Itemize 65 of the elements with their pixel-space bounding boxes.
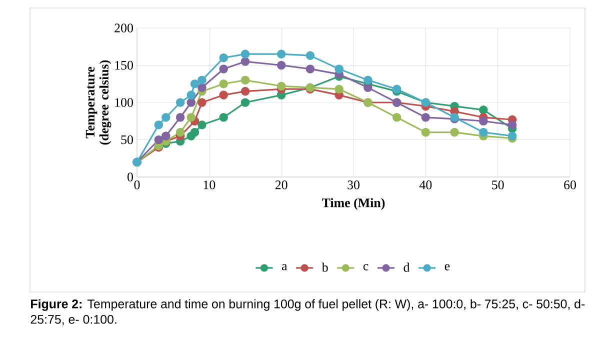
point [176, 98, 185, 107]
point [240, 98, 250, 107]
point [198, 76, 206, 85]
point [508, 132, 517, 140]
x-tick-label: 60 [564, 180, 576, 190]
text: Figure 2: Temperature and time on burning 100g of fuel pellet (R: W), a- 100:0, b- 75:25, c- 50:50, d- 25:75, e- 0:100. [30, 299, 585, 326]
point [392, 84, 402, 94]
x-tick-label: 0 [134, 180, 140, 190]
point [334, 64, 344, 74]
x-axis-title: Time (Min) [322, 198, 385, 210]
point [421, 112, 430, 122]
y-tick-label: 200 [114, 24, 133, 32]
y-tick-label: 100 [115, 98, 133, 107]
y-tick-label: 50 [121, 135, 133, 144]
legend-label: b [322, 262, 328, 272]
point [198, 120, 206, 130]
point [161, 132, 170, 140]
point [364, 83, 372, 92]
point [508, 120, 517, 130]
point [450, 128, 459, 137]
point [219, 64, 228, 74]
point [240, 76, 250, 85]
point [392, 112, 402, 122]
x-tick-label: 20 [275, 180, 288, 190]
point [479, 128, 488, 137]
point [479, 106, 488, 114]
y-tick-label: 0 [128, 172, 133, 182]
point [219, 79, 228, 88]
point [154, 120, 164, 130]
point [154, 135, 164, 144]
point [276, 60, 286, 70]
point [240, 50, 250, 58]
point [190, 79, 200, 88]
point [276, 82, 286, 91]
x-tick-label: 10 [204, 180, 216, 190]
point [240, 57, 250, 66]
legend-label: e [444, 264, 450, 270]
legend-label: d [404, 262, 410, 272]
point [198, 98, 206, 107]
legend-label: a [282, 264, 288, 270]
point [161, 112, 170, 122]
legend-label: c [363, 264, 368, 270]
point [479, 116, 488, 126]
point [240, 86, 250, 96]
point [176, 112, 185, 122]
point [186, 112, 196, 122]
point [186, 98, 196, 107]
x-tick-label: 50 [492, 180, 504, 190]
point [190, 128, 200, 137]
y-axis-title: Temperature (degree celsius) [86, 60, 112, 145]
point [334, 84, 344, 94]
point [276, 50, 286, 58]
point [219, 90, 228, 100]
point [186, 90, 196, 100]
y-tick-label: 150 [115, 60, 133, 70]
point [364, 76, 372, 85]
point [198, 83, 206, 92]
point [219, 112, 228, 122]
x-tick-label: 40 [419, 180, 432, 190]
point [306, 51, 315, 60]
point [219, 53, 228, 62]
x-tick-label: 30 [348, 180, 360, 190]
point [421, 128, 430, 137]
point [176, 128, 185, 137]
point [306, 64, 315, 74]
